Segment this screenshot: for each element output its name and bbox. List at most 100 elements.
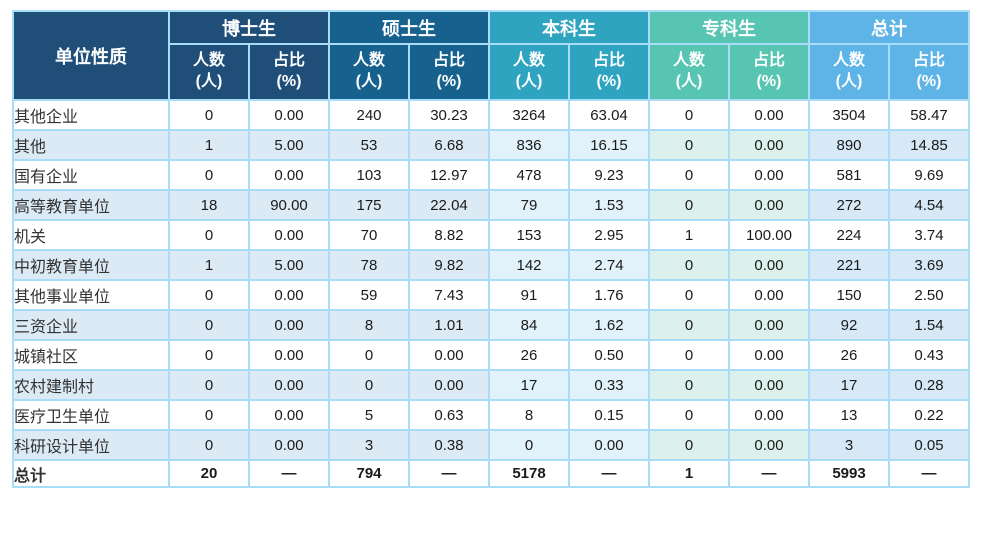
value-cell: 0.00: [248, 159, 330, 191]
subheader-count-associate: 人数 (人): [648, 43, 730, 101]
total-value-cell: 5178: [488, 459, 570, 488]
total-value-cell: —: [888, 459, 970, 488]
subheader-percent-associate: 占比 (%): [728, 43, 810, 101]
value-cell: 0.00: [728, 309, 810, 341]
value-cell: 59: [328, 279, 410, 311]
value-cell: 0: [328, 369, 410, 401]
value-cell: 13: [808, 399, 890, 431]
unit-type-cell: 城镇社区: [12, 339, 170, 371]
value-cell: 0.00: [408, 339, 490, 371]
value-cell: 0.00: [408, 369, 490, 401]
table-row: 其他企业 0 0.00 240 30.23 3264 63.04 0 0.00 3504 58.47: [12, 99, 970, 131]
value-cell: 153: [488, 219, 570, 251]
subheader-count-masters: 人数 (人): [328, 43, 410, 101]
value-cell: 0.00: [728, 129, 810, 161]
subheader-percent-phd: 占比 (%): [248, 43, 330, 101]
value-cell: 0.00: [728, 249, 810, 281]
table-row: 医疗卫生单位 0 0.00 5 0.63 8 0.15 0 0.00 13 0.22: [12, 399, 970, 431]
subheader-percent-bachelors: 占比 (%): [568, 43, 650, 101]
total-row: 总计 20—794—5178—1—5993—: [12, 459, 970, 488]
value-cell: 0.00: [728, 399, 810, 431]
value-cell: 3: [328, 429, 410, 461]
subheader-count-bachelors: 人数 (人): [488, 43, 570, 101]
value-cell: 0.00: [728, 339, 810, 371]
value-cell: 0.43: [888, 339, 970, 371]
table-row: 三资企业 0 0.00 8 1.01 84 1.62 0 0.00 92 1.54: [12, 309, 970, 341]
table-row: 城镇社区 0 0.00 0 0.00 26 0.50 0 0.00 26 0.43: [12, 339, 970, 371]
total-value-cell: —: [568, 459, 650, 488]
value-cell: 0: [168, 339, 250, 371]
value-cell: 0.00: [248, 279, 330, 311]
value-cell: 0: [168, 159, 250, 191]
subheader-percent-masters: 占比 (%): [408, 43, 490, 101]
value-cell: 3504: [808, 99, 890, 131]
table-row: 中初教育单位 1 5.00 78 9.82 142 2.74 0 0.00 221 3.69: [12, 249, 970, 281]
value-cell: 0.00: [248, 369, 330, 401]
value-cell: 0.00: [248, 99, 330, 131]
value-cell: 63.04: [568, 99, 650, 131]
subheader-count-phd: 人数 (人): [168, 43, 250, 101]
total-value-cell: 1: [648, 459, 730, 488]
value-cell: 79: [488, 189, 570, 221]
group-header-bachelors: 本科生: [488, 10, 650, 45]
value-cell: 478: [488, 159, 570, 191]
value-cell: 17: [488, 369, 570, 401]
value-cell: 1.01: [408, 309, 490, 341]
value-cell: 0: [648, 399, 730, 431]
value-cell: 0: [488, 429, 570, 461]
value-cell: 16.15: [568, 129, 650, 161]
value-cell: 1: [168, 129, 250, 161]
value-cell: 53: [328, 129, 410, 161]
value-cell: 1.54: [888, 309, 970, 341]
total-label-cell: 总计: [12, 459, 170, 488]
value-cell: 14.85: [888, 129, 970, 161]
value-cell: 0.00: [568, 429, 650, 461]
value-cell: 1.62: [568, 309, 650, 341]
value-cell: 0: [648, 129, 730, 161]
value-cell: 0.15: [568, 399, 650, 431]
value-cell: 0.00: [248, 339, 330, 371]
value-cell: 0.00: [728, 429, 810, 461]
unit-type-cell: 其他企业: [12, 99, 170, 131]
value-cell: 12.97: [408, 159, 490, 191]
total-value-cell: 794: [328, 459, 410, 488]
value-cell: 1.53: [568, 189, 650, 221]
total-value-cell: —: [728, 459, 810, 488]
group-header-row: 单位性质 博士生 硕士生 本科生 专科生 总计: [12, 10, 970, 101]
unit-type-cell: 机关: [12, 219, 170, 251]
unit-type-cell: 医疗卫生单位: [12, 399, 170, 431]
value-cell: 0: [648, 279, 730, 311]
value-cell: 1: [648, 219, 730, 251]
value-cell: 17: [808, 369, 890, 401]
table-row: 科研设计单位 0 0.00 3 0.38 0 0.00 0 0.00 3 0.05: [12, 429, 970, 461]
value-cell: 0.00: [728, 279, 810, 311]
value-cell: 103: [328, 159, 410, 191]
value-cell: 0.00: [248, 399, 330, 431]
value-cell: 224: [808, 219, 890, 251]
value-cell: 2.50: [888, 279, 970, 311]
sub-header-row: 人数 (人) 占比 (%) 人数 (人) 占比 (%) 人数 (人) 占比 (%…: [13, 43, 970, 101]
value-cell: 0: [328, 339, 410, 371]
value-cell: 3.69: [888, 249, 970, 281]
total-value-cell: 20: [168, 459, 250, 488]
value-cell: 5: [328, 399, 410, 431]
table-row: 农村建制村 0 0.00 0 0.00 17 0.33 0 0.00 17 0.28: [12, 369, 970, 401]
unit-type-cell: 其他事业单位: [12, 279, 170, 311]
table-row: 国有企业 0 0.00 103 12.97 478 9.23 0 0.00 581 9.69: [12, 159, 970, 191]
unit-type-cell: 科研设计单位: [12, 429, 170, 461]
value-cell: 0.00: [248, 219, 330, 251]
value-cell: 3264: [488, 99, 570, 131]
value-cell: 0.33: [568, 369, 650, 401]
value-cell: 0.05: [888, 429, 970, 461]
value-cell: 836: [488, 129, 570, 161]
value-cell: 0: [168, 399, 250, 431]
value-cell: 6.68: [408, 129, 490, 161]
table-body: 其他企业 0 0.00 240 30.23 3264 63.04 0 0.00 3504 58.47…: [12, 99, 970, 488]
value-cell: 0: [168, 279, 250, 311]
value-cell: 4.54: [888, 189, 970, 221]
value-cell: 9.69: [888, 159, 970, 191]
value-cell: 0.38: [408, 429, 490, 461]
value-cell: 22.04: [408, 189, 490, 221]
value-cell: 0: [168, 429, 250, 461]
value-cell: 3.74: [888, 219, 970, 251]
